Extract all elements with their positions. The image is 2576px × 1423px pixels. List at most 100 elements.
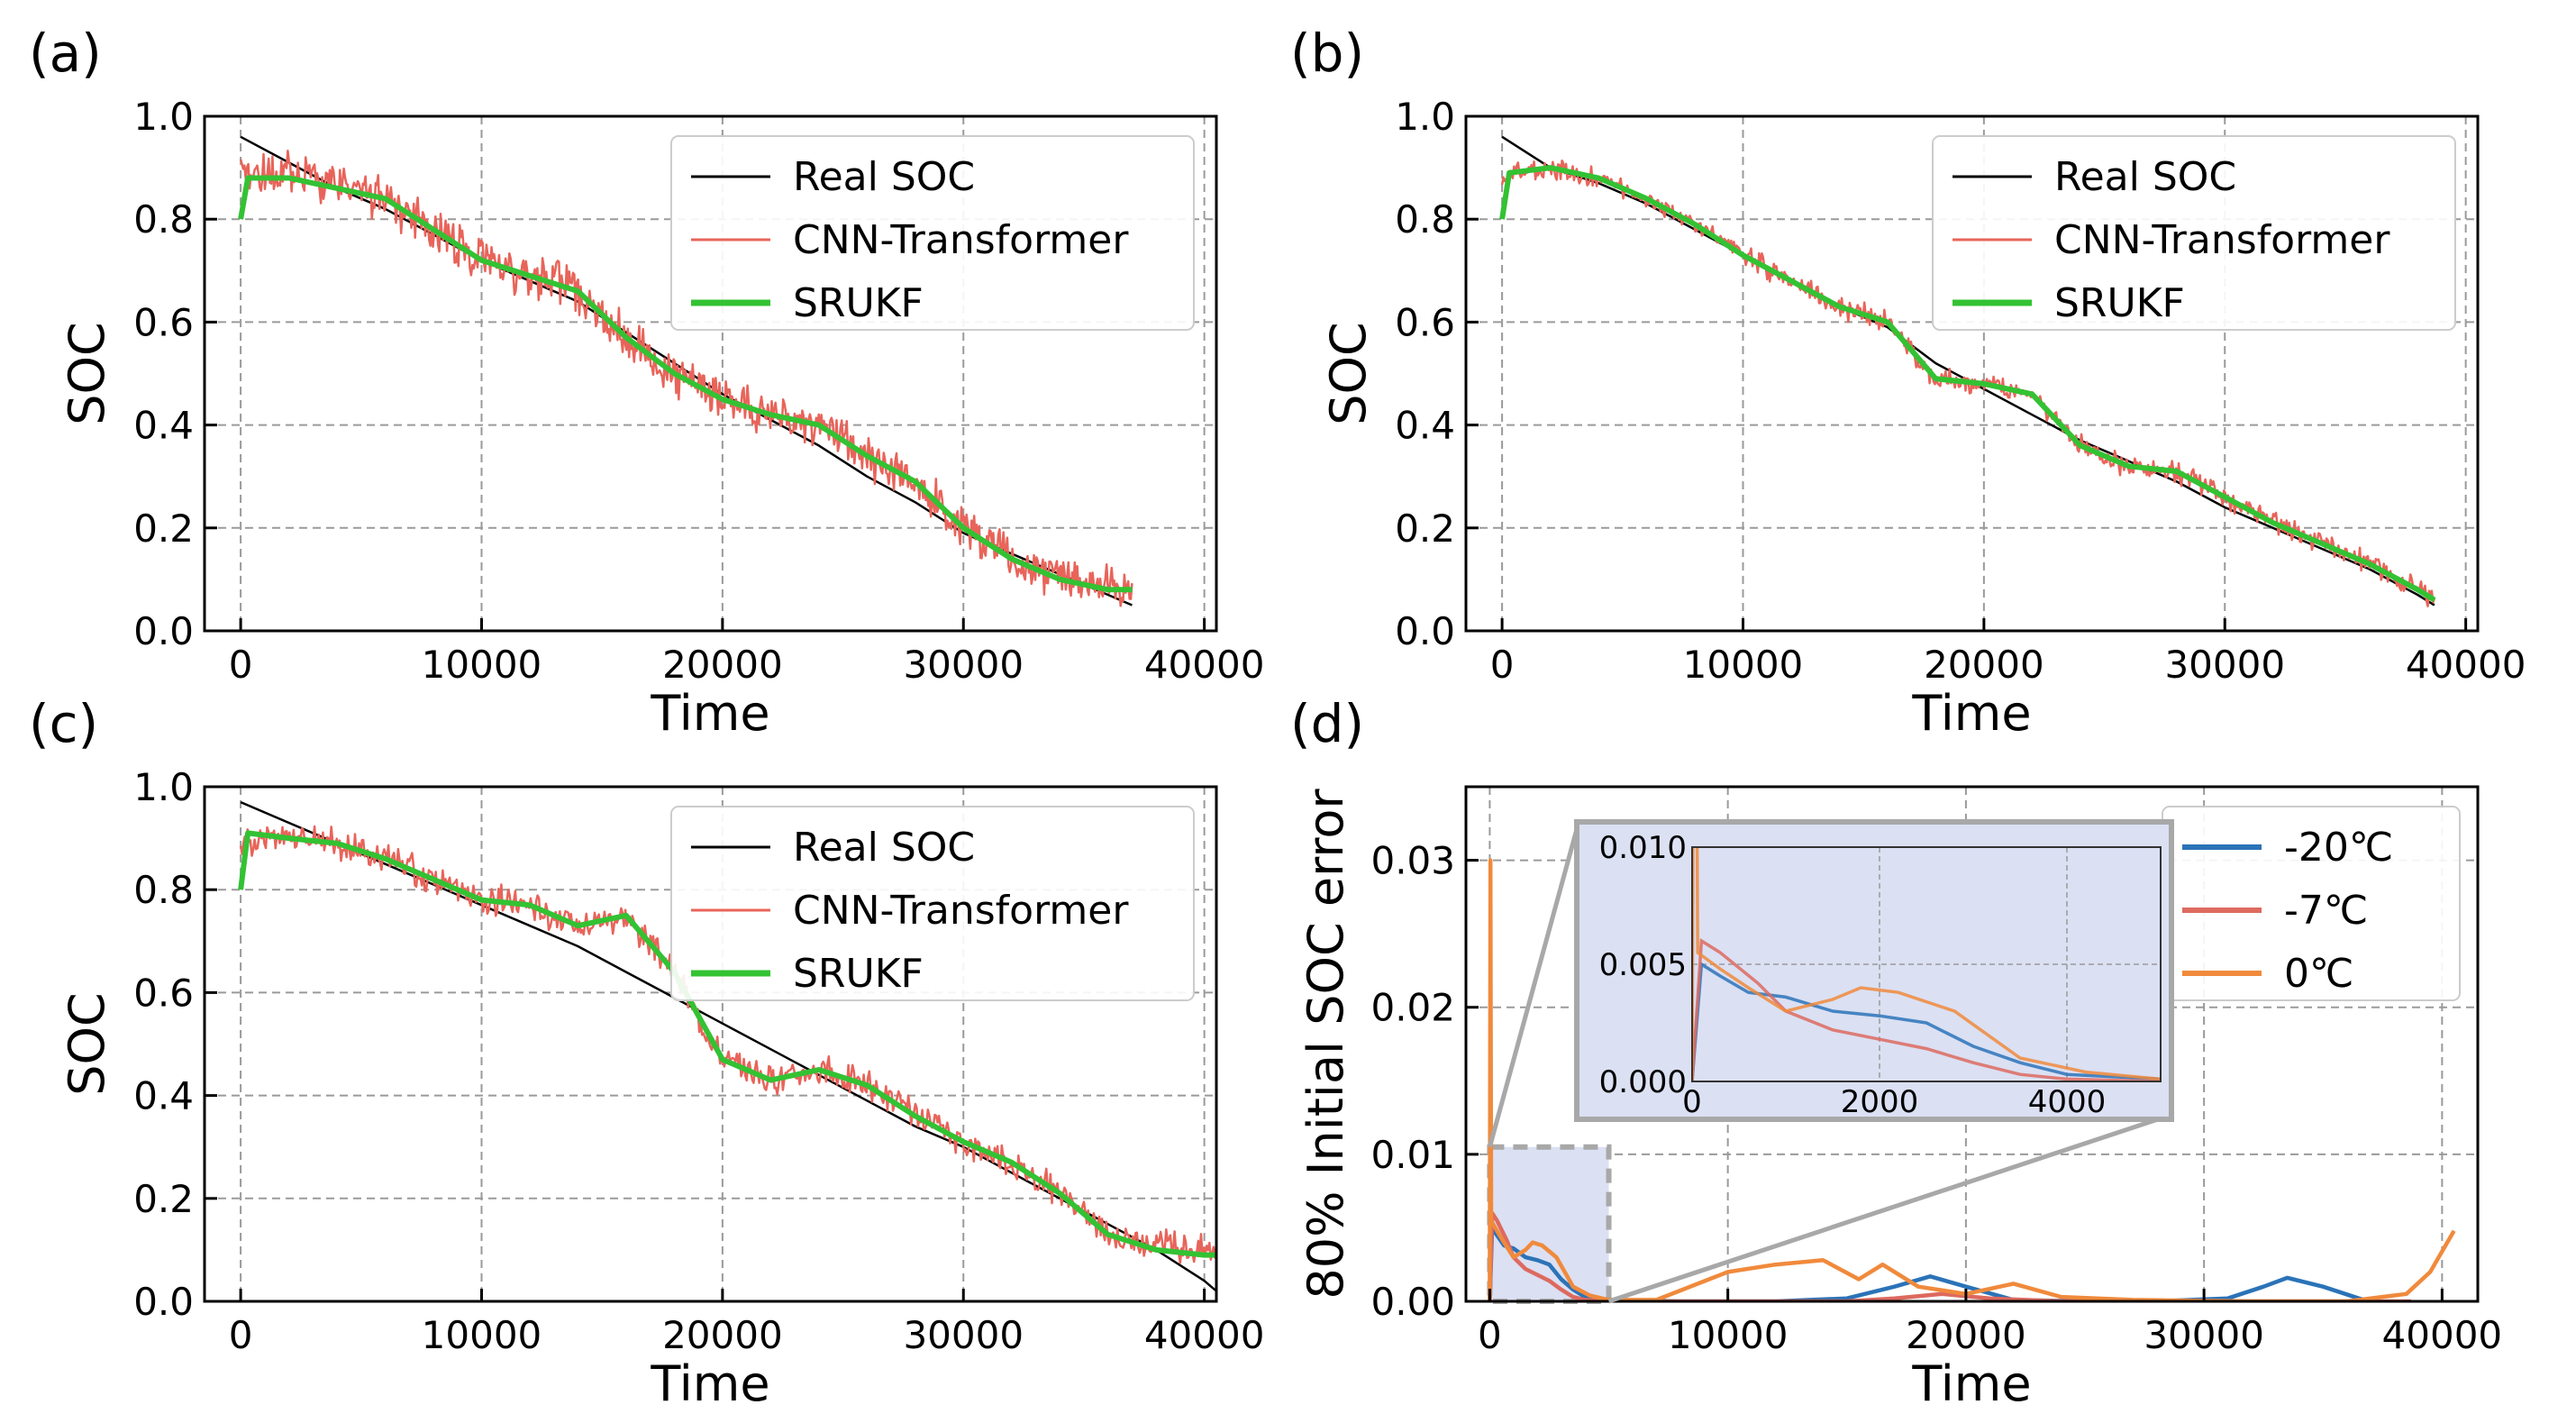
y-tick-label: 0.4 [1395, 404, 1455, 448]
y-tick-label: 1.0 [133, 765, 194, 809]
axes-frame [203, 114, 1218, 633]
inset-x-tick-label: 4000 [2028, 1084, 2107, 1120]
y-axis-title: SOC [59, 322, 115, 425]
axes-frame [1464, 114, 2480, 633]
series-srukf-line [238, 175, 1133, 593]
y-tick-label: 0.8 [133, 868, 194, 912]
x-tick-label: 10000 [422, 643, 542, 687]
x-axis-title: Time [650, 685, 769, 742]
series-neg7-line [1488, 1210, 2411, 1301]
y-tick-label: 0.0 [133, 1280, 194, 1324]
legend-label-neg20: -20℃ [2284, 825, 2393, 871]
legend-label-real: Real SOC [2054, 154, 2236, 200]
y-tick-label: 0.01 [1370, 1133, 1455, 1177]
y-tick-label: 0.0 [1395, 609, 1455, 653]
inset-axes-frame [1691, 846, 2162, 1082]
y-tick-label: 0.4 [133, 404, 194, 448]
x-tick-label: 10000 [1683, 643, 1804, 687]
y-tick-label: 0.4 [133, 1074, 194, 1118]
y-tick-label: 0.03 [1370, 839, 1455, 883]
x-tick-label: 40000 [1144, 643, 1265, 687]
x-tick-label: 30000 [903, 1313, 1024, 1357]
y-tick-label: 0.6 [1395, 300, 1455, 344]
x-tick-label: 30000 [2164, 643, 2285, 687]
inset-x-tick-label: 2000 [1841, 1084, 1919, 1120]
legend-label-real: Real SOC [793, 154, 975, 200]
x-tick-label: 10000 [1668, 1313, 1789, 1357]
legend-label-cnn: CNN-Transformer [793, 217, 1129, 263]
legend-label-srukf: SRUKF [793, 951, 924, 997]
x-axis-title: Time [1911, 1355, 2031, 1412]
x-tick-label: 0 [1478, 1313, 1502, 1357]
y-tick-label: 0.2 [1395, 506, 1455, 551]
x-tick-label: 10000 [422, 1313, 542, 1357]
y-tick-label: 0.0 [133, 609, 194, 653]
axes-frame [1464, 785, 2480, 1303]
inset-y-tick-label: 0.000 [1599, 1064, 1687, 1100]
legend: Real SOC CNN-Transformer SRUKF [670, 806, 1195, 1001]
x-tick-label: 30000 [2144, 1313, 2264, 1357]
y-tick-label: 1.0 [1395, 95, 1455, 139]
legend: Real SOC CNN-Transformer SRUKF [1932, 135, 2456, 331]
series-group-b [1499, 135, 2436, 607]
axes-frame [203, 785, 1218, 1303]
y-axis-title: SOC [1320, 322, 1377, 425]
legend: -20℃ -7℃ 0℃ [2162, 806, 2461, 1001]
legend-box [670, 806, 1195, 1001]
inset-series-neg20-line [1692, 961, 2161, 1081]
inset: 0 2000 4000 0.000 0.005 0.010 [1574, 819, 2174, 1122]
inset-x-tick-label: 0 [1682, 1084, 1702, 1120]
series-srukf-line [1499, 165, 2436, 603]
x-axis-title: Time [1911, 685, 2031, 742]
legend-label-real: Real SOC [793, 825, 975, 871]
zoom-connector-lower [1607, 1112, 2172, 1304]
legend-box [1932, 135, 2456, 331]
legend-label-srukf: SRUKF [793, 280, 924, 326]
panel-tag: (a) [29, 23, 102, 84]
y-tick-label: 0.6 [133, 971, 194, 1015]
x-tick-label: 20000 [1906, 1313, 2026, 1357]
zoom-connector-upper [1488, 828, 1579, 1148]
series-srukf-line [238, 830, 1216, 1258]
inset-series-group [1692, 847, 2161, 1081]
y-axis-title: 80% Initial SOC error [1297, 789, 1354, 1300]
x-axis-title: Time [650, 1355, 769, 1412]
series-group-c [238, 800, 1216, 1292]
inset-series-neg7-line [1692, 937, 2161, 1081]
y-tick-label: 0.02 [1370, 986, 1455, 1030]
x-tick-label: 40000 [2406, 643, 2526, 687]
panel-d: 0 10000 20000 30000 400000.000.010.020.03Tim… [1290, 693, 2503, 1412]
x-tick-label: 40000 [1144, 1313, 1265, 1357]
panel-b: 0 10000 20000 30000 40000 0.0 0.2 0.4 0.6 0.8 1.0 T… [1290, 23, 2526, 742]
legend-box [670, 135, 1195, 331]
x-tick-label: 0 [229, 1313, 253, 1357]
y-tick-label: 0.2 [133, 1177, 194, 1221]
legend-label-cnn: CNN-Transformer [2054, 217, 2390, 263]
inset-y-tick-label: 0.010 [1599, 830, 1687, 866]
legend-label-srukf: SRUKF [2054, 280, 2185, 326]
inset-series-zero-line [1692, 847, 2161, 1081]
x-tick-label: 20000 [662, 1313, 783, 1357]
y-tick-label: 0.00 [1370, 1280, 1455, 1324]
legend: Real SOC CNN-Transformer SRUKF [670, 135, 1195, 331]
panel-tag: (b) [1290, 23, 1364, 84]
series-cnn-line [1500, 159, 2436, 607]
y-tick-label: 0.2 [133, 506, 194, 551]
y-tick-label: 1.0 [133, 95, 194, 139]
legend-label-zero: 0℃ [2284, 951, 2353, 997]
x-tick-label: 30000 [903, 643, 1024, 687]
y-tick-label: 0.6 [133, 300, 194, 344]
panel-tag: (c) [29, 693, 98, 754]
x-tick-label: 20000 [662, 643, 783, 687]
x-tick-label: 40000 [2382, 1313, 2503, 1357]
y-tick-label: 0.8 [133, 197, 194, 242]
panel-a: 0 10000 20000 30000 40000 0.0 0.2 0.4 0.6 0.8 1.0 T… [29, 23, 1264, 742]
series-neg20-line [1488, 1226, 2371, 1301]
zoom-region [1487, 1144, 1612, 1304]
y-axis-title: SOC [59, 992, 115, 1096]
x-tick-label: 0 [1490, 643, 1515, 687]
legend-label-cnn: CNN-Transformer [793, 888, 1129, 934]
panel-c: 0 10000 20000 30000 40000 0.0 0.2 0.4 0.6 0.8 1.0 T… [29, 693, 1264, 1412]
legend-label-neg7: -7℃ [2284, 888, 2368, 934]
